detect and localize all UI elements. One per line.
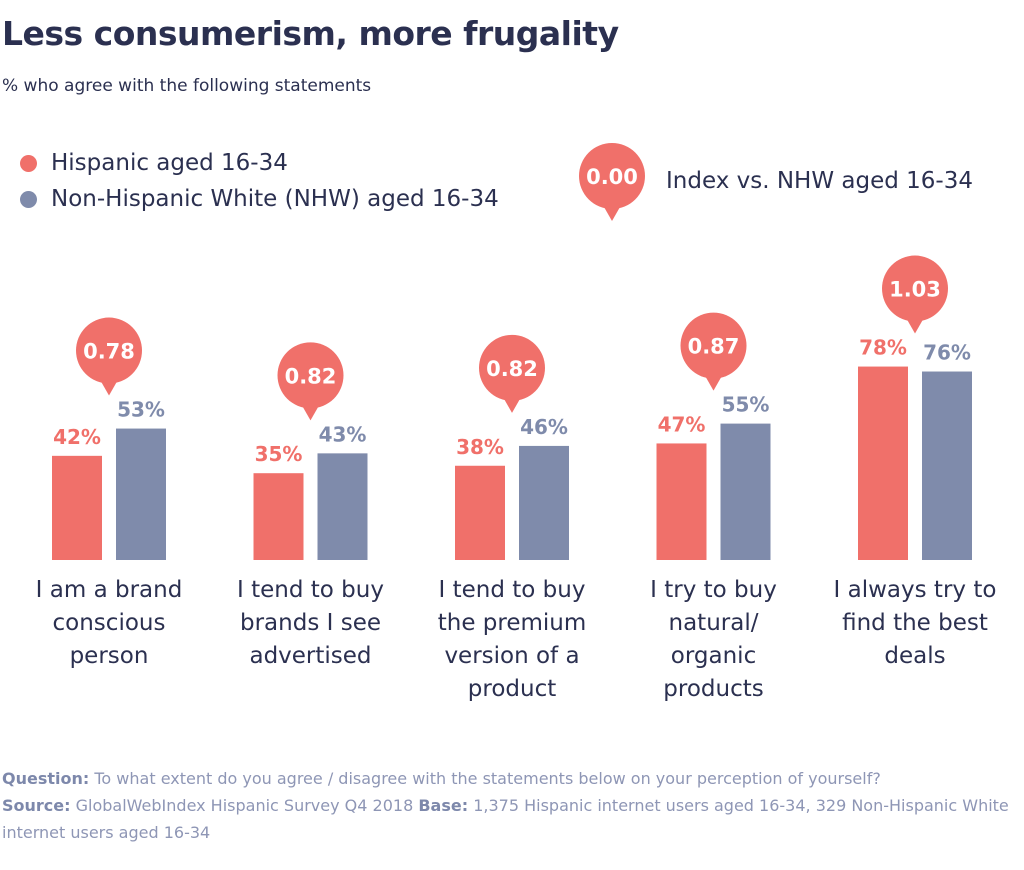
category-label-3-3: products: [663, 676, 763, 702]
index-badge-0-label: 0.78: [83, 340, 135, 364]
data-label-nhw-0: 53%: [117, 398, 165, 422]
data-label-nhw-3: 55%: [722, 393, 770, 417]
base-label: Base:: [418, 796, 469, 815]
bar-nhw-0: [116, 428, 166, 560]
legend-index-badge-pointer: [604, 207, 620, 221]
chart-subtitle: % who agree with the following statement…: [2, 76, 372, 96]
category-label-4-2: deals: [884, 643, 945, 669]
legend-label-index-text: Index vs. NHW aged 16-34: [666, 168, 973, 194]
category-label-0-0: I am a brand: [36, 577, 183, 603]
legend-index-badge: [579, 143, 645, 209]
bar-nhw-1: [317, 453, 368, 560]
source-text: GlobalWebIndex Hispanic Survey Q4 2018: [75, 796, 414, 815]
bar-hispanic-0: [52, 455, 102, 560]
source-label: Source:: [2, 796, 71, 815]
data-label-hispanic-1: 35%: [255, 442, 303, 466]
data-label-hispanic-4: 78%: [859, 336, 907, 360]
data-label-nhw-2: 46%: [520, 415, 568, 439]
legend-item-hispanic: Hispanic aged 16-34: [20, 150, 288, 176]
category-label-4-1: find the best: [842, 610, 988, 636]
index-badge-2-pointer: [504, 398, 520, 413]
index-badge-1: [277, 342, 344, 409]
bar-nhw-2: [519, 445, 569, 560]
data-label-hispanic-3: 47%: [658, 412, 706, 436]
bar-nhw-3: [720, 423, 771, 560]
index-badge-3-label: 0.87: [688, 335, 740, 359]
index-badge-4: [882, 255, 948, 322]
legend-label-hispanic: Hispanic aged 16-34: [51, 150, 288, 176]
chart-footer: Question: To what extent do you agree / …: [2, 765, 1012, 846]
index-badge-2: [479, 334, 545, 401]
bar-hispanic-2: [455, 465, 505, 560]
question-label: Question:: [2, 769, 90, 788]
category-label-0-1: conscious: [53, 610, 166, 636]
category-label-0-2: person: [70, 643, 149, 669]
category-label-3-1: natural/: [669, 610, 759, 636]
legend-index-badge-label: 0.00: [586, 165, 638, 189]
index-badge-3: [680, 312, 747, 379]
base-text: 1,375 Hispanic internet users aged 16-34…: [2, 796, 1009, 842]
bar-nhw-4: [922, 371, 972, 560]
legend-dot-nhw-icon: [20, 190, 37, 208]
index-badge-0: [76, 317, 142, 384]
index-badge-1-label: 0.82: [285, 364, 337, 388]
bar-hispanic-3: [656, 443, 707, 560]
category-label-2-2: version of a: [444, 643, 579, 669]
index-badge-3-pointer: [705, 376, 722, 391]
category-label-1-2: advertised: [249, 643, 371, 669]
category-label-2-3: product: [468, 676, 556, 702]
category-label-3-2: organic: [671, 643, 756, 669]
index-badge-0-pointer: [101, 381, 117, 396]
legend-item-nhw: Non-Hispanic White (NHW) aged 16-34: [20, 186, 499, 212]
index-badge-2-label: 0.82: [486, 357, 538, 381]
chart-title: Less consumerism, more frugality: [2, 14, 619, 53]
data-label-nhw-4: 76%: [923, 341, 971, 365]
data-label-nhw-1: 43%: [319, 422, 367, 446]
category-label-2-1: the premium: [438, 610, 587, 636]
bar-hispanic-4: [858, 366, 908, 560]
index-badge-1-pointer: [302, 406, 319, 421]
category-label-2-0: I tend to buy: [439, 577, 586, 603]
legend-dot-hispanic-icon: [20, 154, 37, 172]
question-text: To what extent do you agree / disagree w…: [94, 769, 881, 788]
category-label-1-0: I tend to buy: [237, 577, 384, 603]
data-label-hispanic-2: 38%: [456, 435, 504, 459]
category-label-4-0: I always try to: [834, 577, 997, 603]
index-badge-4-pointer: [907, 319, 923, 334]
data-label-hispanic-0: 42%: [53, 425, 101, 449]
index-badge-4-label: 1.03: [889, 278, 941, 302]
category-label-1-1: brands I see: [240, 610, 381, 636]
bar-hispanic-1: [253, 473, 304, 560]
category-label-3-0: I try to buy: [650, 577, 777, 603]
legend-label-nhw: Non-Hispanic White (NHW) aged 16-34: [51, 186, 499, 212]
